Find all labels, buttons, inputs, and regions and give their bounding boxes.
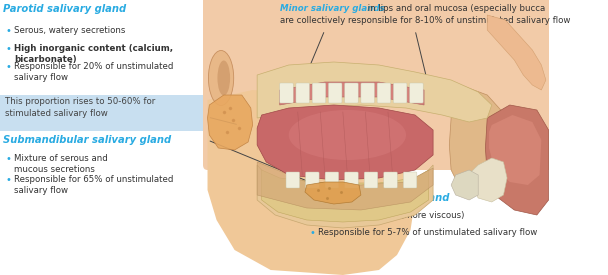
Text: This proportion rises to 50-60% for
stimulated salivary flow: This proportion rises to 50-60% for stim… — [5, 97, 156, 118]
Polygon shape — [487, 15, 546, 90]
Text: •: • — [309, 228, 316, 238]
Polygon shape — [280, 82, 424, 105]
Text: Sublingual salivary gland: Sublingual salivary gland — [307, 193, 449, 203]
FancyBboxPatch shape — [364, 172, 378, 188]
Polygon shape — [257, 165, 433, 228]
Text: are collectively responsible for 8-10% of unstimulated salivary flow: are collectively responsible for 8-10% o… — [280, 16, 570, 25]
Polygon shape — [449, 85, 514, 195]
FancyBboxPatch shape — [286, 172, 300, 188]
Text: in lips and oral mucosa (especially bucca: in lips and oral mucosa (especially bucc… — [365, 4, 545, 13]
FancyBboxPatch shape — [203, 0, 553, 170]
Polygon shape — [305, 182, 361, 204]
Polygon shape — [261, 170, 429, 222]
FancyBboxPatch shape — [345, 172, 358, 188]
FancyBboxPatch shape — [393, 83, 407, 103]
Text: Submandibular salivary gland: Submandibular salivary gland — [2, 135, 171, 145]
Polygon shape — [207, 90, 415, 275]
FancyBboxPatch shape — [306, 172, 319, 188]
Polygon shape — [471, 158, 507, 202]
Text: •: • — [5, 154, 12, 164]
Polygon shape — [489, 115, 541, 185]
Polygon shape — [257, 62, 492, 122]
FancyBboxPatch shape — [0, 95, 252, 131]
FancyBboxPatch shape — [361, 83, 375, 103]
Text: •: • — [5, 62, 12, 72]
Polygon shape — [207, 95, 253, 150]
Polygon shape — [485, 105, 548, 215]
Ellipse shape — [209, 51, 233, 106]
Text: Responsible for 20% of unstimulated
salivary flow: Responsible for 20% of unstimulated sali… — [15, 62, 174, 82]
FancyBboxPatch shape — [384, 172, 397, 188]
Text: Serous, watery secretions: Serous, watery secretions — [15, 26, 126, 35]
Polygon shape — [257, 105, 433, 180]
FancyBboxPatch shape — [328, 83, 342, 103]
FancyBboxPatch shape — [296, 83, 309, 103]
Ellipse shape — [289, 110, 406, 160]
FancyBboxPatch shape — [280, 83, 293, 103]
FancyBboxPatch shape — [312, 83, 326, 103]
Polygon shape — [451, 170, 478, 200]
Text: •: • — [5, 175, 12, 185]
FancyBboxPatch shape — [377, 83, 391, 103]
Text: Mixture of serous and
mucous secretions: Mixture of serous and mucous secretions — [15, 154, 108, 174]
Text: •: • — [309, 211, 316, 221]
Text: Responsible for 65% of unstimulated
salivary flow: Responsible for 65% of unstimulated sali… — [15, 175, 174, 195]
FancyBboxPatch shape — [325, 172, 339, 188]
Text: Parotid salivary gland: Parotid salivary gland — [2, 4, 126, 14]
Text: •: • — [5, 26, 12, 36]
Text: Mucous secretions (more viscous): Mucous secretions (more viscous) — [319, 211, 465, 220]
Text: Minor salivary glands: Minor salivary glands — [280, 4, 384, 13]
Text: High inorganic content (calcium,
bicarbonate): High inorganic content (calcium, bicarbo… — [15, 44, 173, 64]
Text: Responsible for 5-7% of unstimulated salivary flow: Responsible for 5-7% of unstimulated sal… — [319, 228, 537, 237]
Ellipse shape — [218, 60, 230, 95]
FancyBboxPatch shape — [410, 83, 423, 103]
FancyBboxPatch shape — [403, 172, 417, 188]
Polygon shape — [316, 0, 548, 60]
FancyBboxPatch shape — [345, 83, 358, 103]
Polygon shape — [257, 162, 433, 210]
Text: •: • — [5, 44, 12, 54]
